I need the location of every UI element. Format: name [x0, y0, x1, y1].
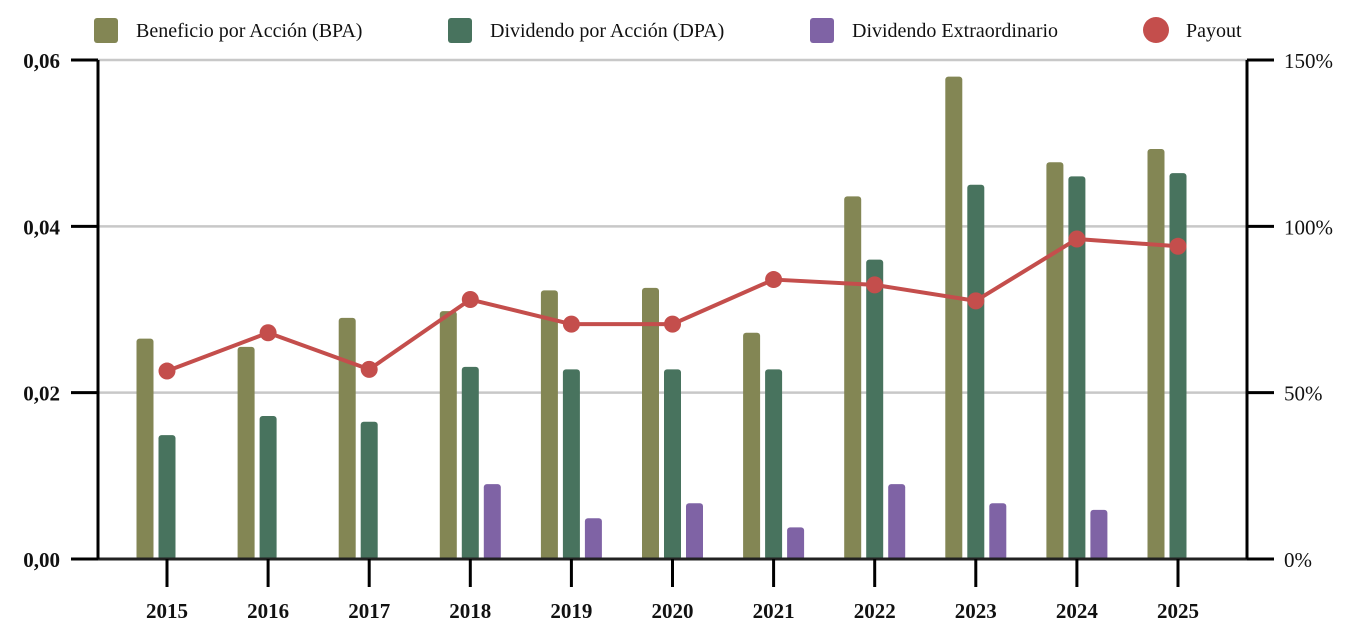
y-left-tick-label: 0,06	[23, 49, 60, 73]
bar-beneficio-por-acci-n-bpa-2022	[844, 196, 862, 561]
bar-dividendo-extraordinario-2018	[483, 484, 501, 560]
bar-beneficio-por-acci-n-bpa-2019	[540, 290, 558, 560]
bar-dividendo-extraordinario-2019	[584, 518, 602, 560]
bar-beneficio-por-acci-n-bpa-2016	[237, 346, 255, 560]
x-axis-labels: 2015 2016 2017 2018 2019 2020 2021 2022 2023 2024…	[146, 599, 1199, 623]
x-tick-label: 2016	[247, 599, 289, 623]
x-tick-label: 2015	[146, 599, 188, 623]
y-right-tick-label: 50%	[1284, 382, 1323, 406]
legend-item[interactable]: Dividendo por Acción (DPA)	[448, 18, 724, 43]
bar-dividendo-extraordinario-2022	[888, 484, 906, 560]
bar-beneficio-por-acci-n-bpa-2024	[1046, 162, 1064, 561]
payout-point-2020	[664, 315, 681, 333]
bar-beneficio-por-acci-n-bpa-2020	[642, 287, 659, 560]
legend-item[interactable]: Beneficio por Acción (BPA)	[94, 18, 362, 43]
bar-dividendo-por-acci-n-dpa-2020	[664, 369, 681, 560]
legend: Beneficio por Acción (BPA) Dividendo por …	[94, 17, 1242, 43]
bar-beneficio-por-acci-n-bpa-2025	[1147, 148, 1165, 560]
legend-marker-square-icon	[810, 18, 834, 43]
x-tick-label: 2024	[1056, 599, 1099, 623]
axes	[71, 58, 1274, 587]
x-tick-label: 2021	[753, 599, 795, 623]
legend-marker-circle-icon	[1143, 17, 1169, 43]
bar-dividendo-por-acci-n-dpa-2025	[1169, 173, 1187, 560]
legend-label: Payout	[1186, 20, 1242, 42]
legend-marker-square-icon	[94, 18, 118, 43]
bar-beneficio-por-acci-n-bpa-2017	[338, 317, 356, 560]
y-left-tick-label: 0,04	[23, 215, 60, 239]
payout-point-2024	[1068, 230, 1086, 248]
x-tick-label: 2019	[550, 599, 592, 623]
bar-beneficio-por-acci-n-bpa-2021	[743, 332, 761, 560]
bar-dividendo-extraordinario-2024	[1090, 509, 1108, 560]
y-left-tick-label: 0,02	[23, 382, 60, 406]
payout-line-path	[166, 236, 1179, 373]
bar-dividendo-por-acci-n-dpa-2024	[1068, 176, 1086, 560]
x-tick-label: 2022	[854, 599, 896, 623]
y-left-tick-label: 0,00	[23, 548, 60, 572]
bar-dividendo-por-acci-n-dpa-2018	[461, 366, 479, 560]
bar-beneficio-por-acci-n-bpa-2015	[136, 338, 154, 560]
bar-dividendo-por-acci-n-dpa-2023	[967, 184, 985, 560]
bar-dividendo-por-acci-n-dpa-2016	[259, 415, 277, 560]
x-tick-label: 2023	[955, 599, 997, 623]
bar-dividendo-extraordinario-2021	[787, 527, 805, 560]
payout-point-2018	[461, 291, 479, 309]
x-tick-label: 2020	[652, 599, 694, 623]
bar-dividendo-extraordinario-2020	[686, 503, 703, 560]
bar-dividendo-extraordinario-2023	[989, 503, 1007, 560]
x-tick-label: 2018	[449, 599, 491, 623]
y-axis-right-labels: 0% 50% 100% 150%	[1284, 49, 1333, 572]
payout-point-2016	[259, 324, 277, 342]
payout-point-2022	[866, 276, 884, 294]
legend-label: Beneficio por Acción (BPA)	[136, 20, 362, 42]
payout-point-2021	[765, 271, 783, 289]
legend-label: Dividendo por Acción (DPA)	[490, 20, 724, 42]
y-right-tick-label: 0%	[1284, 548, 1312, 572]
legend-label: Dividendo Extraordinario	[852, 20, 1058, 42]
legend-item[interactable]: Dividendo Extraordinario	[810, 18, 1058, 43]
payout-point-2023	[967, 292, 985, 310]
bar-dividendo-por-acci-n-dpa-2022	[866, 259, 884, 560]
bar-dividendo-por-acci-n-dpa-2017	[360, 421, 378, 560]
bar-beneficio-por-acci-n-bpa-2023	[945, 76, 963, 560]
y-right-tick-label: 100%	[1284, 215, 1333, 239]
y-right-tick-label: 150%	[1284, 49, 1333, 73]
payout-point-2015	[158, 362, 176, 380]
bar-dividendo-por-acci-n-dpa-2021	[765, 369, 783, 560]
bar-dividendo-por-acci-n-dpa-2015	[158, 435, 176, 560]
x-tick-label: 2017	[348, 599, 390, 623]
x-tick-label: 2025	[1157, 599, 1199, 623]
y-axis-left-labels: 0,00 0,02 0,04 0,06	[23, 49, 60, 572]
legend-item[interactable]: Payout	[1143, 17, 1242, 43]
bar-dividendo-por-acci-n-dpa-2019	[562, 369, 580, 560]
payout-line	[158, 230, 1187, 380]
payout-point-2019	[562, 315, 580, 333]
bars	[136, 76, 1187, 561]
legend-marker-square-icon	[448, 18, 472, 43]
bar-beneficio-por-acci-n-bpa-2018	[439, 311, 457, 560]
payout-point-2025	[1169, 237, 1187, 255]
payout-point-2017	[360, 360, 378, 378]
